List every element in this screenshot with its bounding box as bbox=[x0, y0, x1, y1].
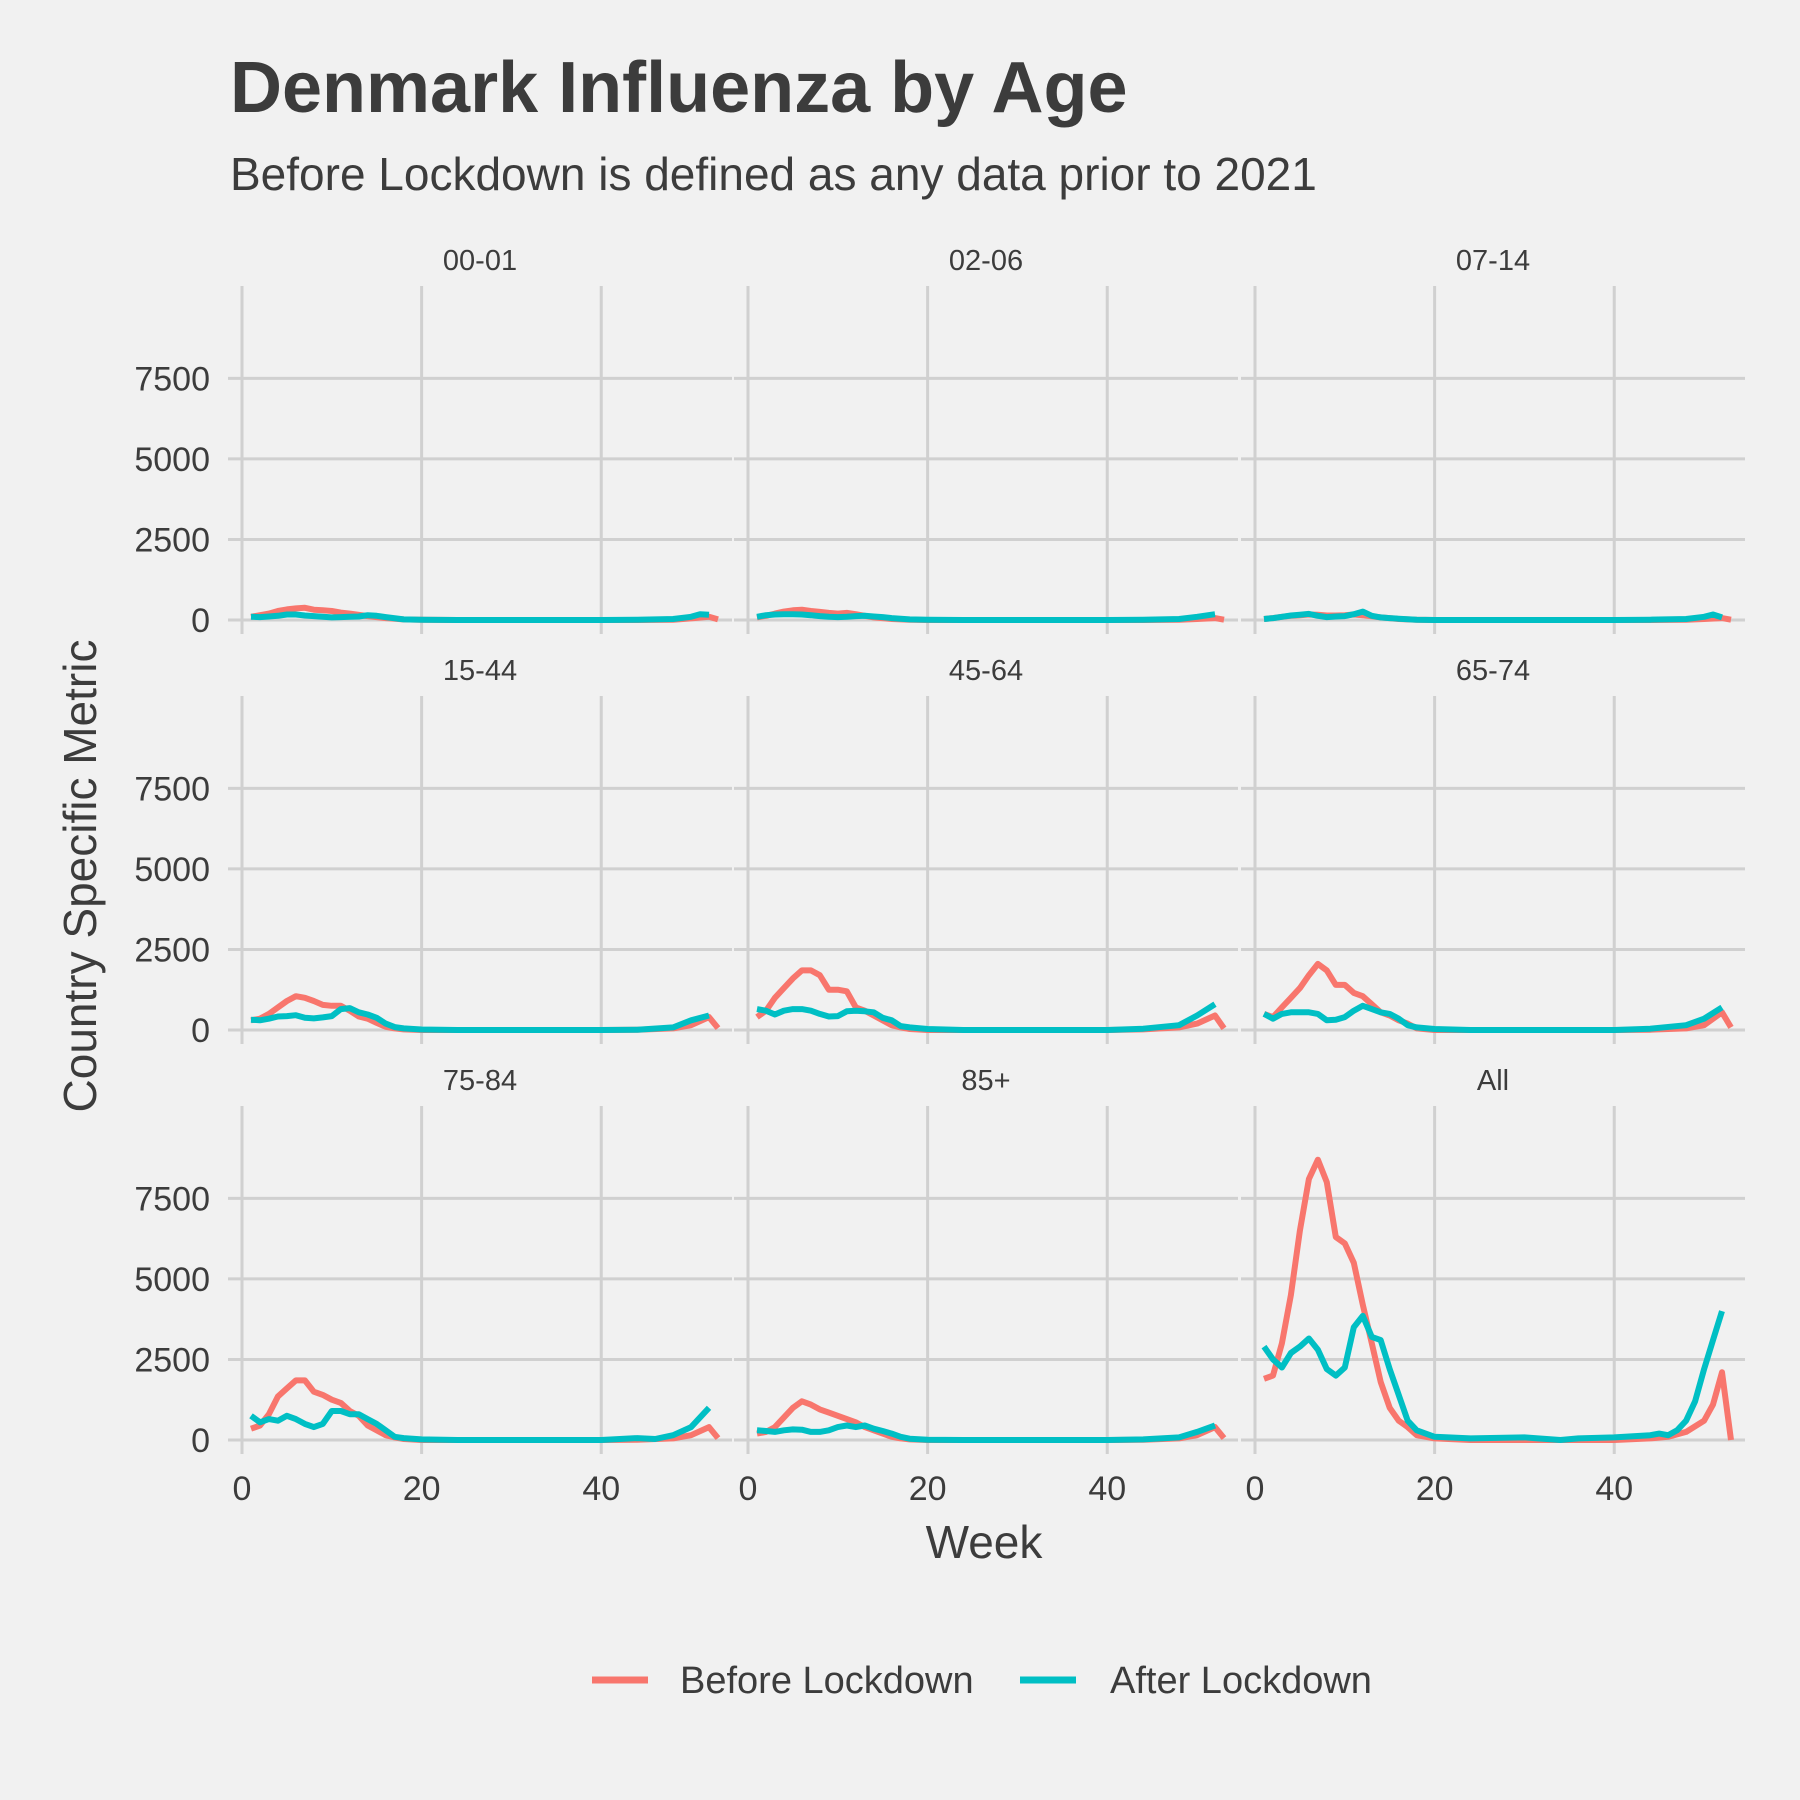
facet-strip-label: 02-06 bbox=[949, 245, 1023, 277]
y-tick-label: 5000 bbox=[134, 1261, 210, 1299]
series-line-before-lockdown bbox=[249, 1377, 721, 1443]
legend: Before Lockdown After Lockdown bbox=[592, 1660, 1372, 1702]
series-line-after-lockdown bbox=[756, 1001, 1217, 1033]
series-line-after-lockdown bbox=[250, 1005, 710, 1033]
y-tick-label: 2500 bbox=[134, 931, 210, 969]
facet-02-06: 02-06 bbox=[734, 245, 1238, 634]
x-tick-label: 20 bbox=[909, 1470, 947, 1508]
y-tick-label: 7500 bbox=[134, 360, 210, 398]
facet-strip-label: 65-74 bbox=[1456, 655, 1530, 687]
chart-title: Denmark Influenza by Age bbox=[230, 48, 1128, 128]
series-line-after-lockdown bbox=[1262, 1002, 1724, 1033]
series-line-before-lockdown bbox=[250, 993, 721, 1033]
series-line-before-lockdown bbox=[756, 1398, 1227, 1443]
x-tick-label: 0 bbox=[233, 1470, 252, 1508]
facet-00-01: 00-01 0 2500 5000 7500 bbox=[134, 245, 732, 640]
series-line-after-lockdown bbox=[756, 1422, 1217, 1443]
facet-15-44: 15-44 0 2500 5000 7500 bbox=[134, 655, 732, 1050]
y-axis-title: Country Specific Metric bbox=[54, 640, 106, 1113]
facet-panels: 00-01 0 2500 5000 7500 02-06 07-14 15-44 0 2500 50… bbox=[134, 245, 1745, 1508]
facet-all: All 0 20 40 bbox=[1241, 1065, 1745, 1508]
y-tick-label: 0 bbox=[191, 1422, 210, 1460]
y-tick-label: 2500 bbox=[134, 521, 210, 559]
y-tick-label: 0 bbox=[191, 1012, 210, 1050]
x-tick-label: 0 bbox=[1246, 1470, 1265, 1508]
x-tick-label: 20 bbox=[1416, 1470, 1454, 1508]
series-line-before-lockdown bbox=[755, 967, 1227, 1033]
y-tick-label: 5000 bbox=[134, 851, 210, 889]
facet-65-74: 65-74 bbox=[1241, 655, 1745, 1044]
series-line-after-lockdown bbox=[756, 611, 1216, 623]
facet-07-14: 07-14 bbox=[1241, 245, 1745, 634]
facet-strip-label: 75-84 bbox=[443, 1065, 517, 1097]
y-tick-label: 7500 bbox=[134, 1180, 210, 1218]
legend-label-after-lockdown: After Lockdown bbox=[1110, 1660, 1372, 1702]
y-tick-label: 2500 bbox=[134, 1341, 210, 1379]
y-tick-label: 0 bbox=[191, 602, 210, 640]
facet-45-64: 45-64 bbox=[734, 655, 1238, 1044]
facet-75-84: 75-84 0 2500 5000 7500 0 20 40 bbox=[134, 1065, 732, 1508]
series-line-after-lockdown bbox=[1261, 1310, 1725, 1443]
chart-subtitle: Before Lockdown is defined as any data p… bbox=[230, 148, 1317, 200]
series-line-before-lockdown bbox=[1262, 1156, 1734, 1443]
facet-strip-label: 45-64 bbox=[949, 655, 1023, 687]
facet-strip-label: 85+ bbox=[961, 1065, 1010, 1097]
x-tick-label: 40 bbox=[1595, 1470, 1633, 1508]
series-line-after-lockdown bbox=[1263, 608, 1723, 623]
x-tick-label: 20 bbox=[403, 1470, 441, 1508]
x-tick-label: 0 bbox=[739, 1470, 758, 1508]
x-tick-label: 40 bbox=[1088, 1470, 1126, 1508]
series-line-after-lockdown bbox=[250, 611, 710, 623]
series-line-after-lockdown bbox=[249, 1405, 712, 1443]
facet-strip-label: 07-14 bbox=[1456, 245, 1530, 277]
facet-strip-label: 00-01 bbox=[443, 245, 517, 277]
legend-label-before-lockdown: Before Lockdown bbox=[680, 1660, 974, 1702]
y-tick-label: 5000 bbox=[134, 441, 210, 479]
facet-strip-label: All bbox=[1477, 1065, 1509, 1097]
x-axis-title: Week bbox=[926, 1516, 1044, 1568]
y-tick-label: 7500 bbox=[134, 770, 210, 808]
x-tick-label: 40 bbox=[582, 1470, 620, 1508]
facet-strip-label: 15-44 bbox=[443, 655, 517, 687]
facet-85: 85+ 0 20 40 bbox=[734, 1065, 1238, 1508]
